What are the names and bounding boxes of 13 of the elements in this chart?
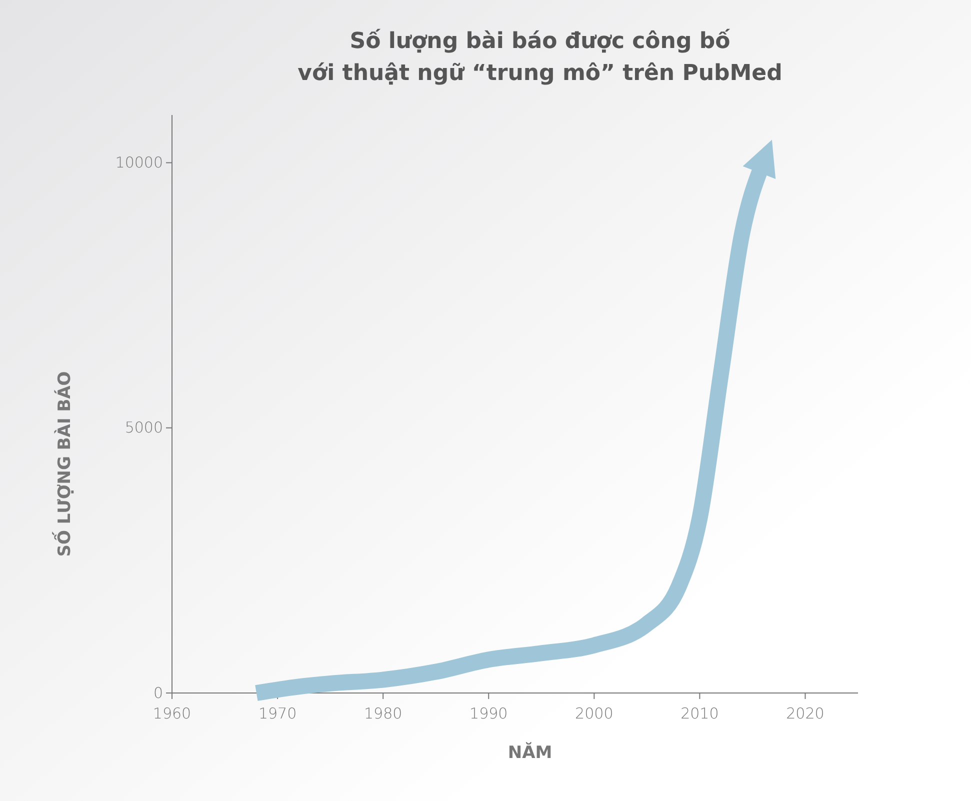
x-tick-label: 1960 bbox=[152, 704, 192, 722]
x-tick-label: 1970 bbox=[258, 704, 297, 722]
x-tick-label: 1980 bbox=[364, 704, 402, 722]
x-tick-label: 1990 bbox=[470, 704, 508, 722]
y-tick-label: 10000 bbox=[115, 154, 163, 172]
y-axis-title: SỐ LƯỢNG BÀI BÁO bbox=[52, 371, 75, 557]
x-tick-label: 2020 bbox=[786, 704, 824, 722]
x-axis-title: NĂM bbox=[508, 742, 552, 763]
chart-title: Số lượng bài báo được công bố với thuật ngữ “trung mô” trên PubMed bbox=[298, 28, 782, 86]
y-tick-label: 5000 bbox=[124, 418, 163, 437]
x-tick-label: 2000 bbox=[575, 704, 614, 722]
x-tick-label: 2010 bbox=[680, 704, 719, 722]
y-tick-label: 0 bbox=[153, 684, 163, 702]
